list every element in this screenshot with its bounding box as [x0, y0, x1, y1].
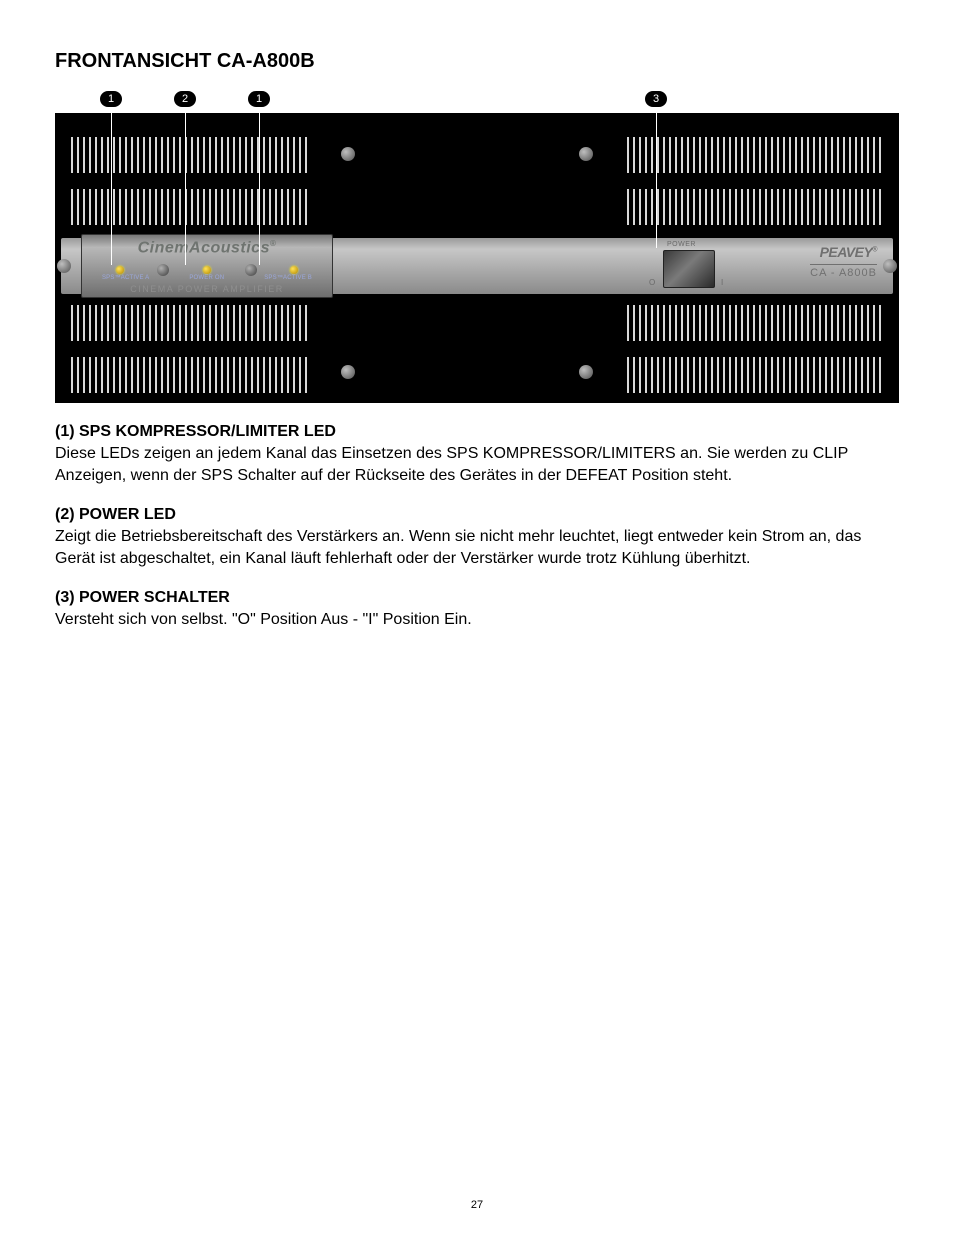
registered-icon: ®: [872, 246, 877, 253]
vent-grille: [71, 305, 307, 341]
section-body: Zeigt die Betriebsbereitschaft des Verst…: [55, 526, 899, 569]
callout-1b: 1: [248, 91, 270, 107]
vent-grille: [71, 137, 307, 173]
power-label: POWER: [667, 241, 696, 248]
vent-grille: [71, 357, 307, 393]
section-1: (1) SPS KOMPRESSOR/LIMITER LED Diese LED…: [55, 423, 899, 486]
peavey-logo: PEAVEY®: [820, 244, 877, 260]
model-label: CA - A800B: [810, 264, 877, 279]
screw-icon: [341, 365, 355, 379]
power-switch[interactable]: [663, 250, 715, 288]
vent-grille: [627, 189, 883, 225]
power-on-led: [203, 266, 211, 274]
registered-icon: ®: [270, 239, 276, 248]
callout-1a: 1: [100, 91, 122, 107]
vent-grille: [71, 189, 307, 225]
callout-3: 3: [645, 91, 667, 107]
led-label-b: POWER ON: [189, 275, 224, 281]
callout-line: [185, 113, 186, 265]
screw-icon: [341, 147, 355, 161]
peavey-text: PEAVEY: [820, 244, 873, 260]
callout-line: [259, 113, 260, 265]
power-on-label: I: [721, 278, 723, 287]
callout-line: [111, 113, 112, 265]
page-title: FRONTANSICHT CA-A800B: [55, 50, 899, 73]
brand-text: CinemAcoustics: [138, 239, 270, 256]
section-body: Diese LEDs zeigen an jedem Kanal das Ein…: [55, 443, 899, 486]
vent-grille: [627, 357, 883, 393]
plate-subtitle: CINEMA POWER AMPLIFIER: [82, 284, 332, 294]
section-3: (3) POWER SCHALTER Versteht sich von sel…: [55, 589, 899, 631]
led-labels: SPS™ACTIVE A POWER ON SPS™ACTIVE B: [82, 275, 332, 281]
sps-active-b-led: [290, 266, 298, 274]
callout-2: 2: [174, 91, 196, 107]
vent-grille: [627, 137, 883, 173]
control-plate-left: CinemAcoustics® SPS™ACTIVE A POWER ON SP…: [81, 234, 333, 298]
sps-active-a-led: [116, 266, 124, 274]
screw-icon: [579, 147, 593, 161]
brand-logo: CinemAcoustics®: [82, 239, 332, 257]
section-heading: (3) POWER SCHALTER: [55, 589, 899, 607]
section-heading: (2) POWER LED: [55, 506, 899, 524]
amplifier-front-panel: CinemAcoustics® SPS™ACTIVE A POWER ON SP…: [55, 113, 899, 403]
vent-grille: [627, 305, 883, 341]
section-body: Versteht sich von selbst. "O" Position A…: [55, 609, 899, 631]
control-plate-right: POWER O I PEAVEY® CA - A800B: [639, 238, 893, 294]
led-label-a: SPS™ACTIVE A: [102, 275, 149, 281]
led-label-c: SPS™ACTIVE B: [264, 275, 312, 281]
page-number: 27: [0, 1199, 954, 1211]
section-heading: (1) SPS KOMPRESSOR/LIMITER LED: [55, 423, 899, 441]
screw-icon: [57, 259, 71, 273]
section-2: (2) POWER LED Zeigt die Betriebsbereitsc…: [55, 506, 899, 569]
front-panel-diagram: 1 2 1 3 CinemAcoustics®: [55, 91, 899, 403]
callout-line: [656, 113, 657, 248]
power-off-label: O: [649, 278, 655, 287]
screw-icon: [579, 365, 593, 379]
